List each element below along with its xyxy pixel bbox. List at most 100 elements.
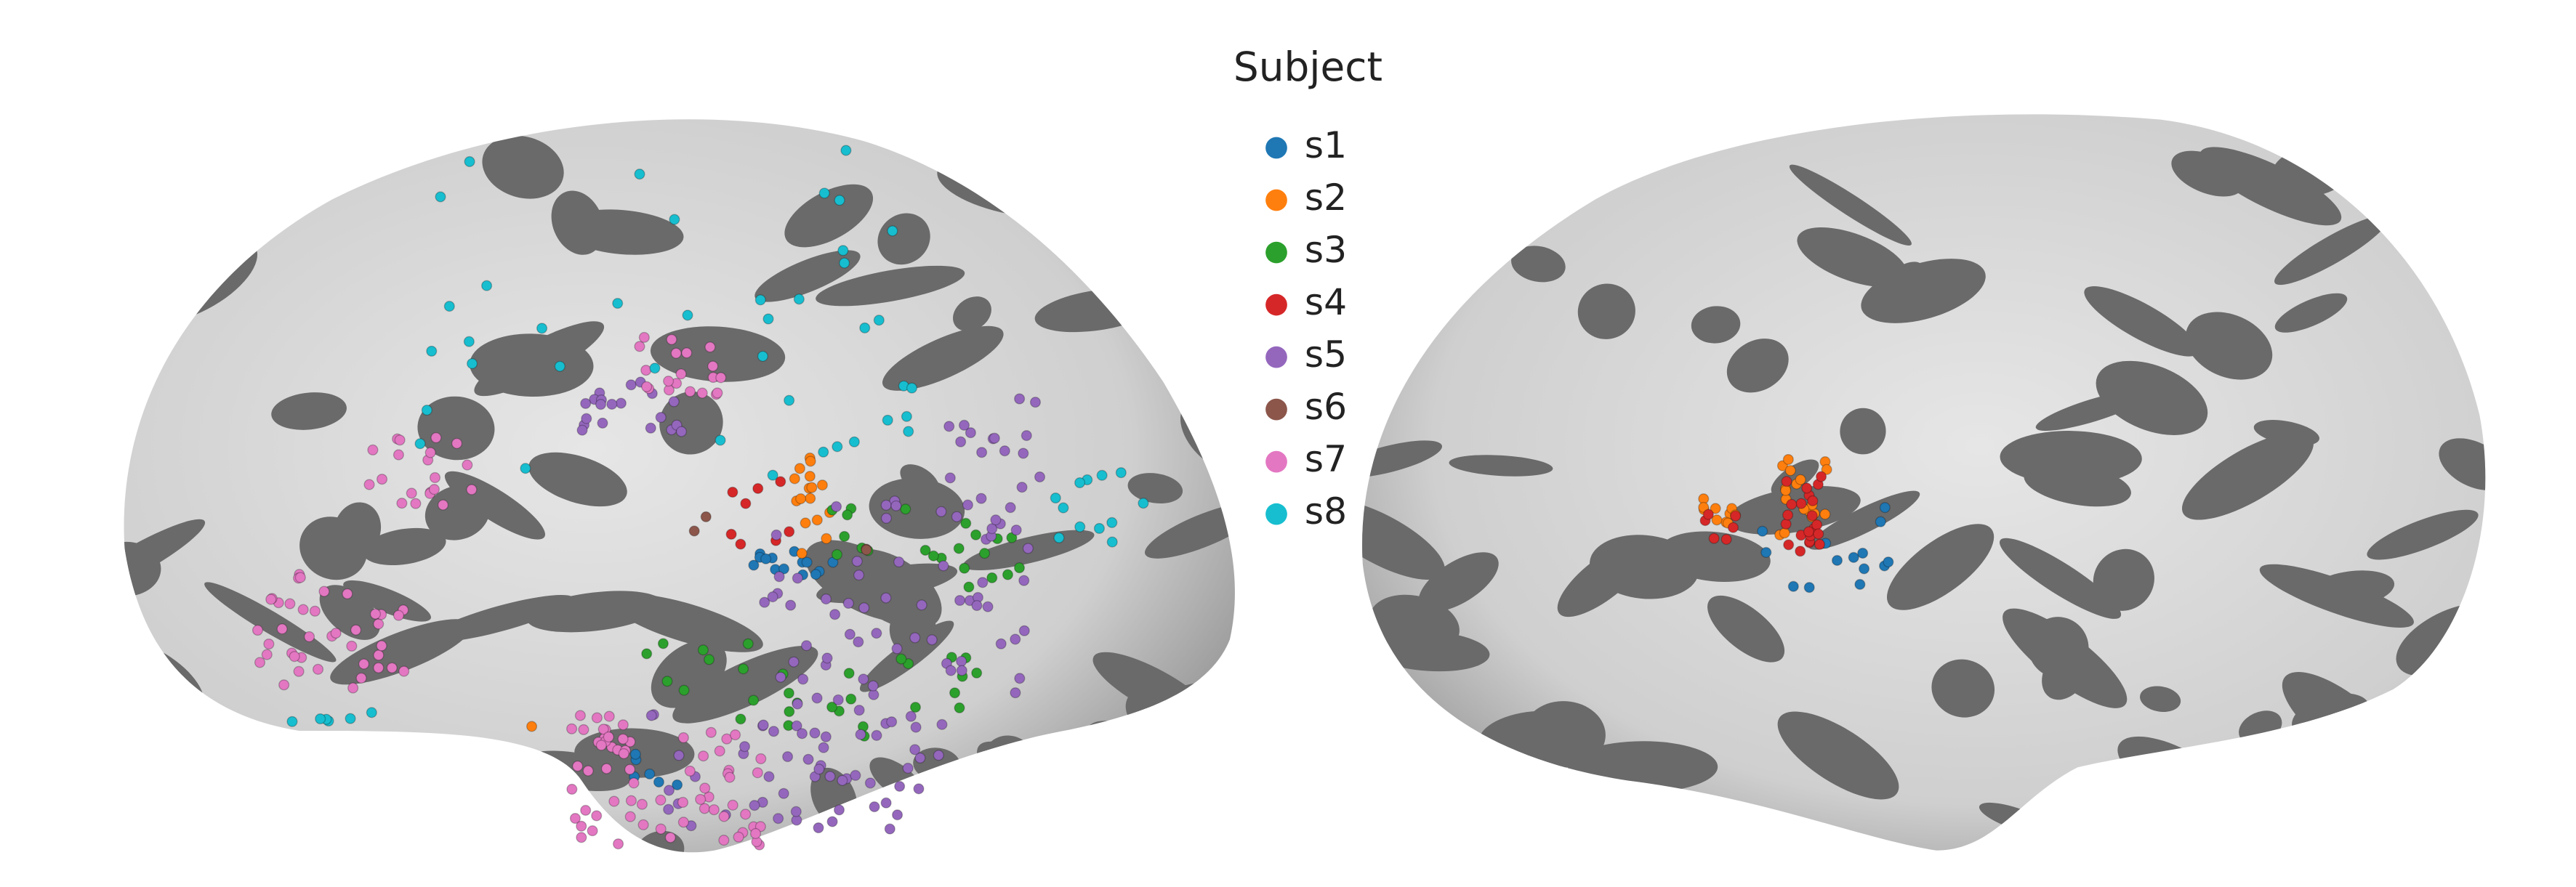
electrode bbox=[481, 280, 493, 291]
electrode bbox=[373, 618, 385, 630]
electrode bbox=[793, 293, 805, 305]
electrode bbox=[520, 463, 531, 474]
sulcus bbox=[1511, 246, 1566, 283]
electrode bbox=[263, 638, 275, 650]
electrode bbox=[842, 509, 853, 521]
sulcus bbox=[2439, 438, 2486, 490]
sulcus bbox=[1557, 540, 1649, 617]
electrode bbox=[757, 350, 768, 362]
sulcus bbox=[1077, 167, 1164, 226]
electrode bbox=[276, 623, 288, 635]
electrode bbox=[826, 816, 838, 827]
electrode bbox=[1710, 503, 1721, 514]
electrode bbox=[976, 447, 988, 458]
sulcus bbox=[124, 519, 206, 602]
electrode bbox=[428, 484, 440, 495]
sulcus bbox=[1127, 473, 1183, 504]
electrode bbox=[645, 710, 657, 721]
legend-marker bbox=[1265, 450, 1287, 473]
sulcus bbox=[2367, 509, 2479, 560]
sulcus bbox=[2267, 748, 2391, 811]
electrode bbox=[882, 414, 893, 426]
electrode bbox=[910, 721, 922, 733]
electrode bbox=[435, 191, 446, 203]
legend-marker bbox=[1265, 241, 1287, 264]
electrode bbox=[905, 710, 917, 722]
electrode bbox=[677, 817, 689, 828]
electrode bbox=[1776, 460, 1788, 471]
electrode bbox=[376, 640, 387, 652]
electrode bbox=[892, 809, 903, 821]
electrode bbox=[661, 676, 673, 687]
electrode bbox=[655, 823, 667, 835]
electrode bbox=[574, 710, 586, 721]
electrode bbox=[697, 644, 709, 656]
electrode bbox=[613, 838, 624, 850]
electrode bbox=[760, 553, 772, 564]
electrode bbox=[393, 449, 404, 461]
electrode bbox=[675, 368, 687, 380]
sulcus bbox=[204, 582, 337, 663]
electrode bbox=[668, 396, 680, 408]
electrode bbox=[677, 796, 689, 809]
electrode bbox=[999, 445, 1010, 457]
sulcus bbox=[1523, 701, 1606, 768]
electrode bbox=[1730, 510, 1742, 522]
left-hemisphere bbox=[124, 119, 1235, 853]
electrode bbox=[597, 417, 608, 429]
electrode bbox=[624, 811, 636, 822]
electrode bbox=[1021, 430, 1032, 442]
electrode bbox=[821, 532, 832, 544]
electrode bbox=[1787, 580, 1799, 592]
sulcus bbox=[650, 326, 786, 382]
electrode bbox=[1783, 539, 1795, 551]
electrode bbox=[954, 594, 966, 607]
electrode bbox=[712, 387, 723, 399]
electrode bbox=[618, 748, 629, 759]
electrode bbox=[345, 713, 356, 724]
electrode bbox=[742, 638, 754, 649]
electrode bbox=[363, 479, 375, 490]
electrode bbox=[1814, 538, 1825, 550]
electrode bbox=[684, 765, 696, 777]
electrode bbox=[785, 599, 797, 611]
electrode bbox=[955, 436, 967, 447]
sulcus bbox=[672, 645, 818, 724]
electrode bbox=[636, 798, 648, 810]
sulcus bbox=[2274, 215, 2389, 285]
electrode bbox=[855, 729, 866, 740]
legend-label: s8 bbox=[1305, 490, 1347, 532]
electrode bbox=[330, 628, 342, 639]
electrode bbox=[1821, 463, 1832, 475]
electrode bbox=[696, 387, 708, 399]
sulcus bbox=[1727, 485, 1861, 535]
electrode bbox=[1138, 498, 1149, 509]
electrode bbox=[678, 684, 690, 696]
sulcus bbox=[2199, 147, 2342, 226]
electrode bbox=[989, 432, 1000, 444]
electrode bbox=[850, 769, 861, 781]
electrode bbox=[1074, 521, 1086, 532]
sulcus bbox=[2351, 721, 2486, 795]
electrode bbox=[990, 514, 1002, 526]
electrode bbox=[800, 640, 813, 652]
electrode bbox=[303, 631, 315, 643]
electrode bbox=[818, 446, 829, 458]
electrode bbox=[347, 682, 359, 694]
electrode bbox=[617, 733, 629, 745]
electrode bbox=[629, 748, 641, 760]
electrode bbox=[789, 473, 800, 485]
sulcus bbox=[1999, 538, 2122, 619]
electrode bbox=[811, 514, 823, 526]
sulcus bbox=[528, 452, 627, 507]
electrode bbox=[770, 529, 782, 540]
legend-title: Subject bbox=[1233, 44, 1382, 90]
electrode bbox=[738, 741, 751, 753]
electrode bbox=[597, 724, 609, 735]
electrode bbox=[467, 357, 478, 370]
electrode bbox=[1006, 532, 1018, 543]
electrode bbox=[858, 673, 869, 685]
electrode bbox=[394, 434, 406, 446]
electrode bbox=[959, 562, 970, 574]
